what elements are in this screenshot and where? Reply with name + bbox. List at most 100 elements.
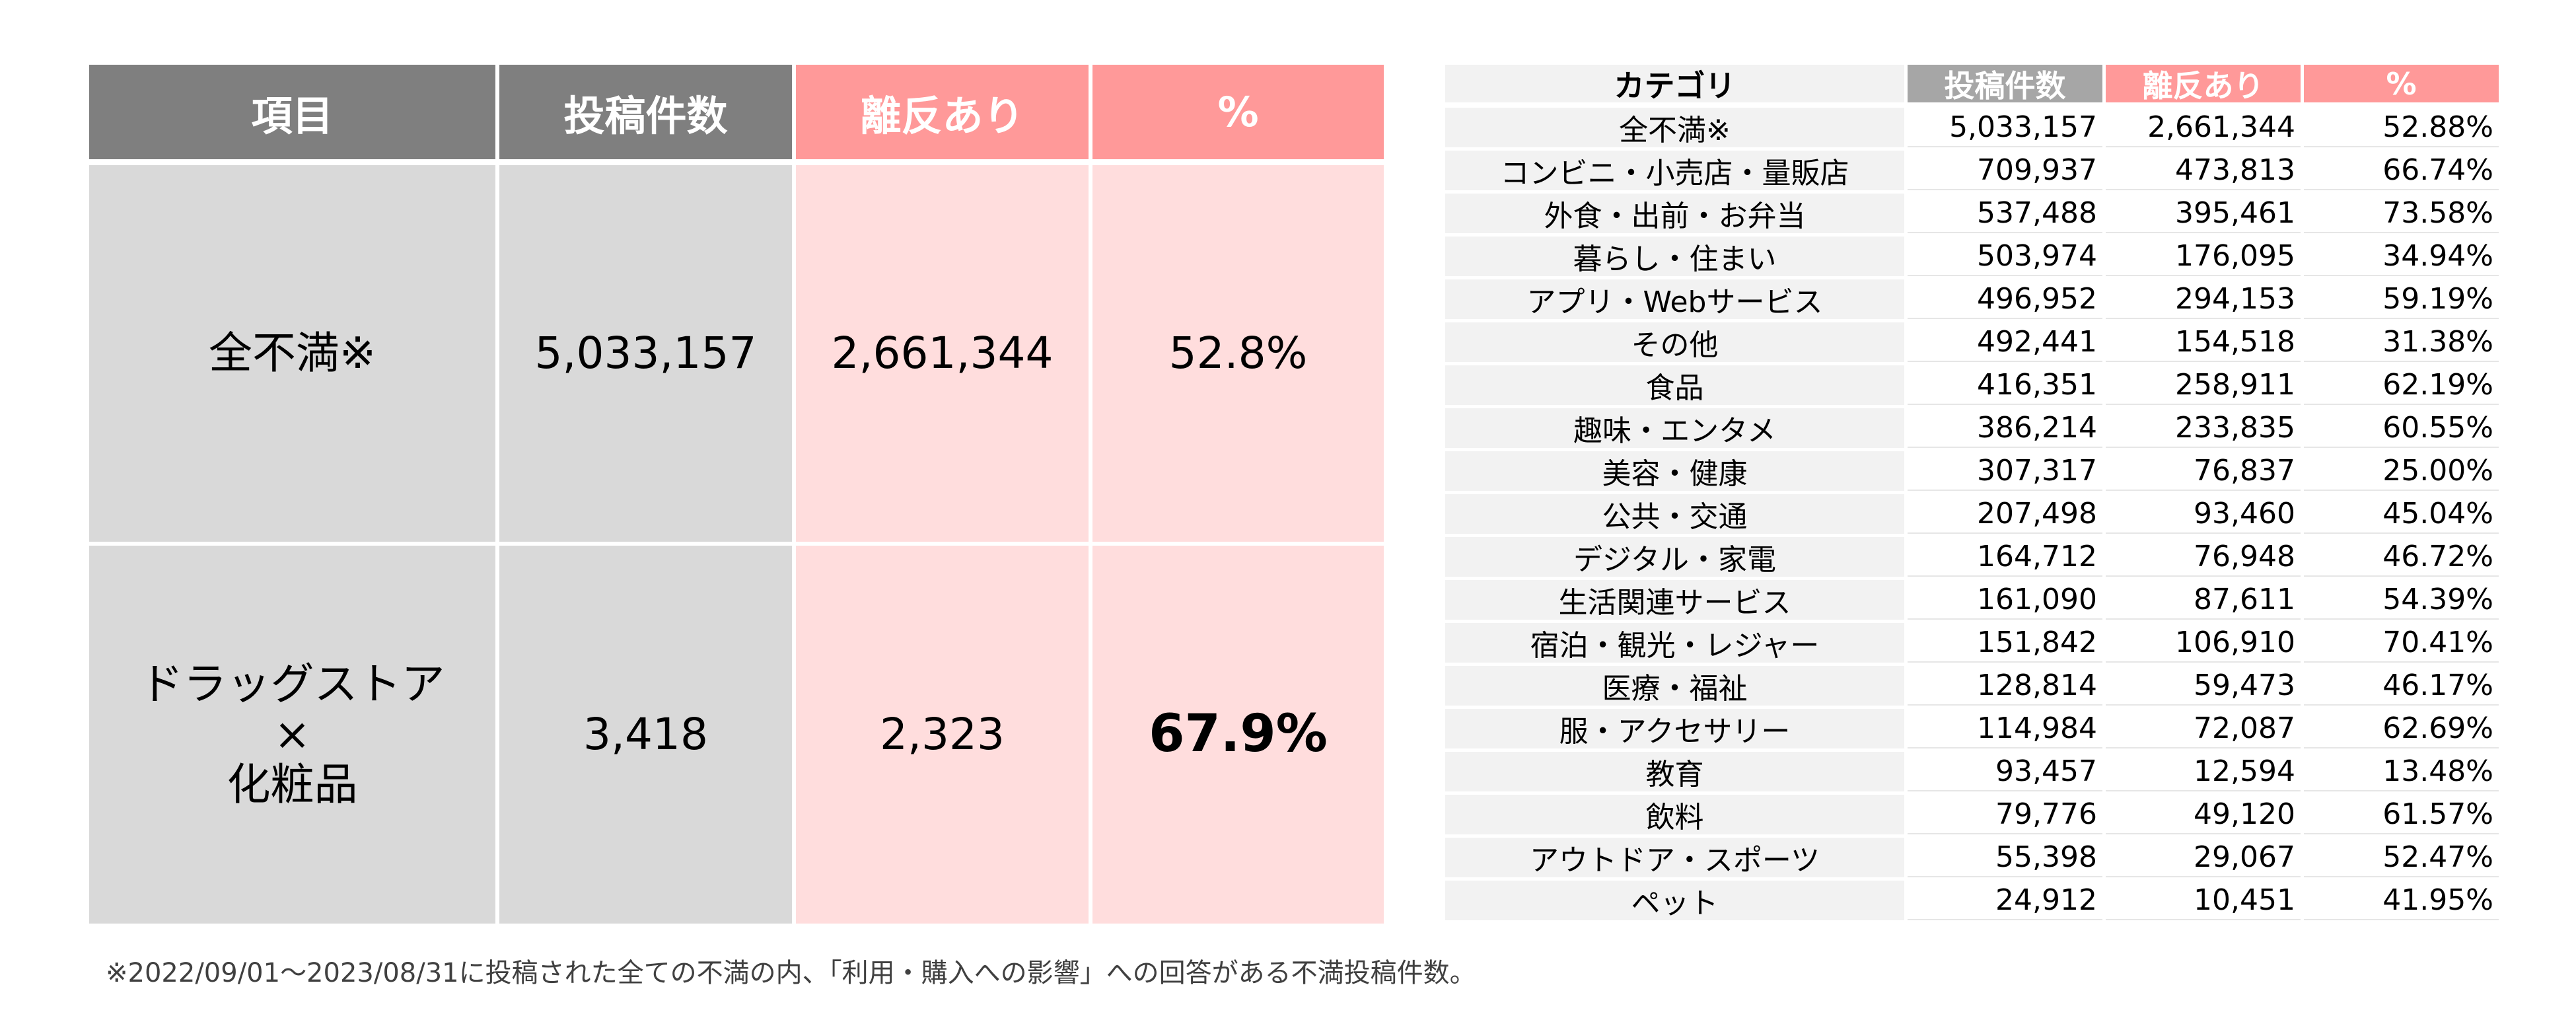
category-churn: 72,087 (2106, 709, 2301, 748)
row-all-percent: 52.8% (1092, 165, 1384, 542)
category-name: 美容・健康 (1445, 451, 1904, 491)
category-percent: 66.74% (2304, 151, 2499, 190)
category-posts: 79,776 (1908, 795, 2102, 834)
category-percent: 62.69% (2304, 709, 2499, 748)
table-row: 公共・交通 207,498 93,460 45.04% (1445, 494, 2499, 534)
category-churn: 258,911 (2106, 365, 2301, 405)
header-posts: 投稿件数 (499, 65, 792, 159)
table-row: その他 492,441 154,518 31.38% (1445, 322, 2499, 362)
category-posts: 161,090 (1908, 580, 2102, 620)
row-drugstore-percent: 67.9% (1092, 546, 1384, 924)
category-churn: 154,518 (2106, 322, 2301, 362)
category-percent: 46.17% (2304, 666, 2499, 706)
category-percent: 25.00% (2304, 451, 2499, 491)
category-churn: 76,948 (2106, 537, 2301, 577)
category-posts: 537,488 (1908, 194, 2102, 233)
table-row: 美容・健康 307,317 76,837 25.00% (1445, 451, 2499, 491)
table-row: 生活関連サービス 161,090 87,611 54.39% (1445, 580, 2499, 620)
row-drugstore-churn: 2,323 (796, 546, 1089, 924)
row-drugstore-label-line1: ドラッグストア (139, 659, 445, 710)
category-name: アプリ・Webサービス (1445, 279, 1904, 319)
table-row: 外食・出前・お弁当 537,488 395,461 73.58% (1445, 194, 2499, 233)
table-row: アプリ・Webサービス 496,952 294,153 59.19% (1445, 279, 2499, 319)
category-name: 公共・交通 (1445, 494, 1904, 534)
category-posts: 55,398 (1908, 838, 2102, 877)
row-drugstore-label: ドラッグストア × 化粧品 (89, 546, 495, 924)
header-churn: 離反あり (796, 65, 1089, 159)
category-percent: 73.58% (2304, 194, 2499, 233)
row-all-label-text: 全不満※ (208, 328, 376, 379)
category-percent: 54.39% (2304, 580, 2499, 620)
table-row: デジタル・家電 164,712 76,948 46.72% (1445, 537, 2499, 577)
header-posts: 投稿件数 (1908, 65, 2102, 104)
row-all-posts: 5,033,157 (499, 165, 792, 542)
category-name: 外食・出前・お弁当 (1445, 194, 1904, 233)
header-category: カテゴリ (1445, 65, 1904, 104)
footnote: ※2022/09/01～2023/08/31に投稿された全ての不満の内、「利用・… (106, 958, 1476, 988)
category-name: 暮らし・住まい (1445, 237, 1904, 276)
category-churn: 10,451 (2106, 881, 2301, 920)
category-posts: 114,984 (1908, 709, 2102, 748)
table-row: 服・アクセサリー 114,984 72,087 62.69% (1445, 709, 2499, 748)
category-churn: 176,095 (2106, 237, 2301, 276)
row-all-label: 全不満※ (89, 165, 495, 542)
category-percent: 41.95% (2304, 881, 2499, 920)
table-row: 趣味・エンタメ 386,214 233,835 60.55% (1445, 408, 2499, 448)
header-item: 項目 (89, 65, 495, 159)
category-churn: 93,460 (2106, 494, 2301, 534)
category-percent: 59.19% (2304, 279, 2499, 319)
category-posts: 503,974 (1908, 237, 2102, 276)
category-churn: 106,910 (2106, 623, 2301, 663)
table-row: アウトドア・スポーツ 55,398 29,067 52.47% (1445, 838, 2499, 877)
category-churn: 294,153 (2106, 279, 2301, 319)
category-posts: 492,441 (1908, 322, 2102, 362)
category-name: 食品 (1445, 365, 1904, 405)
category-name: 宿泊・観光・レジャー (1445, 623, 1904, 663)
table-row: 医療・福祉 128,814 59,473 46.17% (1445, 666, 2499, 706)
header-percent: % (1092, 65, 1384, 159)
category-posts: 164,712 (1908, 537, 2102, 577)
category-percent: 60.55% (2304, 408, 2499, 448)
table-row: 教育 93,457 12,594 13.48% (1445, 752, 2499, 791)
category-name: 飲料 (1445, 795, 1904, 834)
category-churn: 49,120 (2106, 795, 2301, 834)
header-percent: % (2304, 65, 2499, 102)
category-posts: 128,814 (1908, 666, 2102, 706)
category-name: コンビニ・小売店・量販店 (1445, 151, 1904, 190)
category-percent: 31.38% (2304, 322, 2499, 362)
table-row: ペット 24,912 10,451 41.95% (1445, 881, 2499, 920)
row-all-churn: 2,661,344 (796, 165, 1089, 542)
category-churn: 76,837 (2106, 451, 2301, 491)
category-posts: 416,351 (1908, 365, 2102, 405)
row-drugstore-label-line2: × (273, 709, 311, 760)
category-churn: 395,461 (2106, 194, 2301, 233)
table-row: 全不満※ 5,033,157 2,661,344 52.88% (1445, 108, 2499, 147)
category-posts: 24,912 (1908, 881, 2102, 920)
category-name: 医療・福祉 (1445, 666, 1904, 706)
category-posts: 151,842 (1908, 623, 2102, 663)
category-churn: 29,067 (2106, 838, 2301, 877)
category-table-body: 全不満※ 5,033,157 2,661,344 52.88% コンビニ・小売店・量販店… (1445, 108, 2499, 920)
category-name: アウトドア・スポーツ (1445, 838, 1904, 877)
category-posts: 386,214 (1908, 408, 2102, 448)
category-name: その他 (1445, 322, 1904, 362)
category-posts: 496,952 (1908, 279, 2102, 319)
category-percent: 45.04% (2304, 494, 2499, 534)
table-row: 食品 416,351 258,911 62.19% (1445, 365, 2499, 405)
category-percent: 52.88% (2304, 108, 2499, 147)
category-churn: 473,813 (2106, 151, 2301, 190)
table-row: 暮らし・住まい 503,974 176,095 34.94% (1445, 237, 2499, 276)
category-percent: 34.94% (2304, 237, 2499, 276)
header-churn: 離反あり (2106, 65, 2301, 104)
category-churn: 2,661,344 (2106, 108, 2301, 147)
category-table: カテゴリ 投稿件数 離反あり % 全不満※ 5,033,157 2,661,344 5… (1445, 65, 2499, 924)
category-posts: 709,937 (1908, 151, 2102, 190)
table-row: 飲料 79,776 49,120 61.57% (1445, 795, 2499, 834)
row-drugstore-posts: 3,418 (499, 546, 792, 924)
category-posts: 207,498 (1908, 494, 2102, 534)
category-name: 教育 (1445, 752, 1904, 791)
category-percent: 46.72% (2304, 537, 2499, 577)
table-row: 宿泊・観光・レジャー 151,842 106,910 70.41% (1445, 623, 2499, 663)
category-posts: 93,457 (1908, 752, 2102, 791)
category-posts: 5,033,157 (1908, 108, 2102, 147)
